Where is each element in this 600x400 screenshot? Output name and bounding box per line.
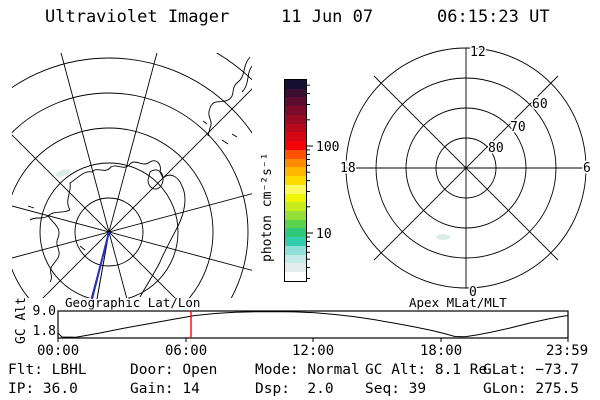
ytick-9: 9.0 xyxy=(32,304,56,319)
status-gcalt: GC Alt: 8.1 Re xyxy=(365,362,488,378)
xtick-0600: 06:00 xyxy=(165,343,208,359)
colorbar-unit-label: photon cm⁻²s⁻¹ xyxy=(260,152,275,262)
mlt-label-0: 0 xyxy=(469,285,477,300)
status-ip: IP: 36.0 xyxy=(8,381,78,397)
status-seq: Seq: 39 xyxy=(365,381,427,397)
colorbar-ticks: 100 10 xyxy=(306,84,339,279)
xtick-1800: 18:00 xyxy=(420,343,463,359)
header-time: 06:15:23 UT xyxy=(437,7,550,27)
mlt-label-6: 6 xyxy=(583,161,591,176)
timeline-frame xyxy=(57,310,569,339)
timeline-x-ticks xyxy=(57,338,569,342)
map-grid xyxy=(12,53,252,298)
satellite-track xyxy=(91,231,110,300)
gc-alt-axis-label: GC Alt xyxy=(14,297,29,344)
page-title: Ultraviolet Imager xyxy=(45,7,230,27)
mlat-label-70: 70 xyxy=(510,120,526,135)
gc-alt-curve xyxy=(57,311,569,338)
mlt-label-18: 18 xyxy=(340,161,356,176)
colorbar-swatches xyxy=(284,79,307,282)
status-glon: GLon: 275.5 xyxy=(483,381,580,397)
geographic-map xyxy=(12,53,252,300)
status-gain: Gain: 14 xyxy=(130,381,200,397)
status-glat: GLat: −73.7 xyxy=(483,362,580,378)
mlat-label-60: 60 xyxy=(532,97,548,112)
polar-grid xyxy=(345,47,587,289)
header-date: 11 Jun 07 xyxy=(281,7,374,27)
airglow-smudge-polar xyxy=(436,234,450,240)
status-flt: Flt: LBHL xyxy=(8,362,87,378)
mlat-label-80: 80 xyxy=(488,141,504,156)
status-door: Door: Open xyxy=(130,362,218,378)
colorbar-tick-label-100: 100 xyxy=(316,140,339,155)
timeline-plot xyxy=(57,310,569,342)
antarctica-coastline xyxy=(27,56,252,298)
apex-polar-plot: 12 6 0 18 60 70 80 xyxy=(339,44,593,302)
airglow-smudge-map xyxy=(55,169,71,177)
apex-plot-title: Apex MLat/MLT xyxy=(409,295,507,310)
ytick-1-8: 1.8 xyxy=(32,324,56,339)
status-dsp: Dsp: 2.0 xyxy=(255,381,334,397)
colorbar-tick-label-10: 10 xyxy=(316,227,332,242)
xtick-1200: 12:00 xyxy=(292,343,335,359)
xtick-0000: 00:00 xyxy=(37,343,80,359)
mlt-label-12: 12 xyxy=(470,45,486,60)
geo-map-title: Geographic Lat/Lon xyxy=(65,295,201,310)
status-mode: Mode: Normal xyxy=(255,362,360,378)
xtick-2359: 23:59 xyxy=(546,343,589,359)
